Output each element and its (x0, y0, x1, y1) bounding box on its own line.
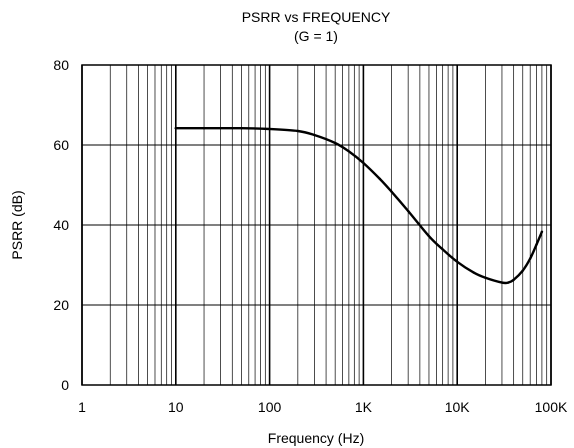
psrr-data-point (240, 127, 243, 130)
chart-subtitle: (G = 1) (294, 28, 338, 44)
psrr-data-point (427, 235, 431, 238)
x-tick-label: 100 (258, 399, 282, 415)
psrr-data-point (441, 248, 444, 251)
y-tick-label: 0 (61, 377, 69, 393)
psrr-data-point (500, 281, 504, 284)
y-tick-label: 60 (53, 137, 69, 153)
psrr-data-point (333, 141, 337, 145)
psrr-data-point (535, 243, 538, 246)
y-axis-label: PSRR (dB) (9, 190, 25, 259)
chart-title: PSRR vs FREQUENCY (242, 9, 391, 25)
x-axis-label: Frequency (Hz) (268, 430, 364, 446)
psrr-data-point (406, 209, 410, 213)
x-tick-label: 100K (535, 399, 568, 415)
psrr-data-point (313, 133, 316, 137)
psrr-data-point (390, 190, 393, 193)
psrr-data-point (378, 177, 382, 181)
x-tick-label: 1K (355, 399, 373, 415)
psrr-data-point (484, 276, 487, 279)
psrr-data-point (202, 127, 206, 130)
series-layer (174, 126, 544, 285)
x-tick-label: 1 (78, 399, 86, 415)
psrr-data-point (540, 230, 544, 233)
psrr-data-point (174, 127, 177, 130)
psrr-data-point (456, 260, 459, 263)
x-tick-label: 10 (168, 399, 184, 415)
psrr-data-point (347, 150, 351, 153)
y-tick-label: 20 (53, 297, 69, 313)
psrr-data-point (521, 269, 524, 272)
axis-ticks: 1 10 100 1K 10K 100K 0 20 40 60 80 (53, 57, 568, 415)
x-tick-label: 10K (445, 399, 471, 415)
psrr-data-point (296, 129, 300, 133)
psrr-data-point (362, 161, 365, 165)
plot-area-frame (81, 64, 552, 386)
psrr-data-point (507, 281, 510, 284)
grid-lines (81, 64, 552, 386)
y-tick-label: 80 (53, 57, 69, 73)
psrr-data-point (528, 257, 532, 260)
psrr-data-point (512, 278, 515, 281)
y-tick-label: 40 (53, 217, 69, 233)
psrr-data-point (472, 271, 475, 274)
psrr-data-point (268, 127, 271, 131)
